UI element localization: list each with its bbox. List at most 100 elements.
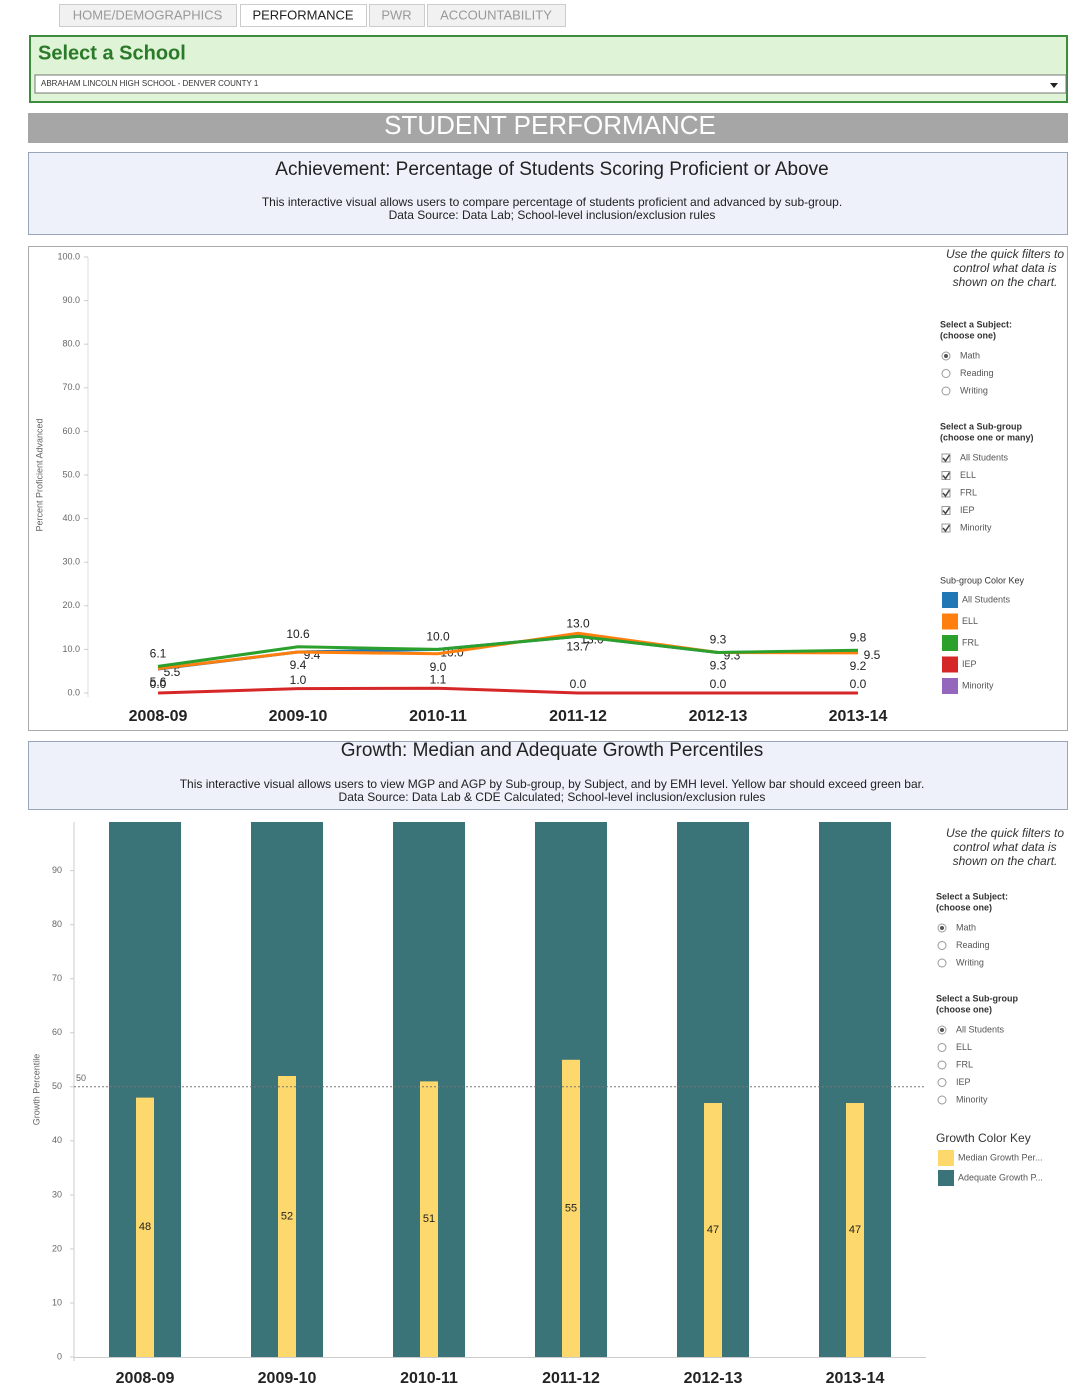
- data-label: 55: [565, 1202, 577, 1214]
- radio[interactable]: [937, 1043, 947, 1052]
- filter-option[interactable]: FRL: [960, 487, 977, 497]
- chart-title: Growth: Median and Adequate Growth Perce…: [341, 740, 763, 761]
- data-label: 0.0: [570, 677, 587, 691]
- checkmark[interactable]: [942, 489, 951, 498]
- filter-option[interactable]: ELL: [960, 470, 976, 480]
- radio-dot[interactable]: [940, 1028, 944, 1032]
- y-tick-label: 30: [52, 1189, 62, 1199]
- radio[interactable]: [937, 941, 947, 950]
- legend-label: All Students: [962, 594, 1011, 604]
- data-label: 9.0: [430, 660, 447, 674]
- filter-option[interactable]: ELL: [956, 1042, 972, 1052]
- y-tick-label: 40.0: [62, 513, 80, 523]
- radio[interactable]: [941, 369, 951, 378]
- y-tick-label: 90: [52, 865, 62, 875]
- bar: [420, 1081, 438, 1357]
- legend-swatch: [942, 592, 958, 608]
- legend-swatch: [938, 1170, 954, 1186]
- legend-title: Sub-group Color Key: [940, 575, 1025, 585]
- radio-dot[interactable]: [940, 926, 944, 930]
- legend-label: Median Growth Per...: [958, 1152, 1043, 1162]
- data-label: 9.4: [290, 658, 307, 672]
- legend-swatch: [942, 635, 958, 651]
- y-tick-label: 100.0: [57, 251, 80, 261]
- tab-label[interactable]: ACCOUNTABILITY: [440, 7, 552, 22]
- checkmark[interactable]: [942, 454, 951, 463]
- data-label: 13.7: [566, 639, 590, 653]
- radio[interactable]: [941, 386, 951, 396]
- tab[interactable]: [427, 4, 566, 27]
- filter-note: Use the quick filters to: [946, 826, 1064, 840]
- legend-swatch: [938, 1150, 954, 1166]
- checkmark[interactable]: [942, 524, 951, 533]
- filter-option[interactable]: All Students: [960, 452, 1009, 462]
- filter-option[interactable]: IEP: [956, 1077, 971, 1087]
- data-label: 9.3: [710, 633, 727, 647]
- data-label: 9.3: [710, 659, 727, 673]
- radio[interactable]: [937, 958, 947, 968]
- tab-label[interactable]: PWR: [381, 7, 411, 22]
- tab-label[interactable]: HOME/DEMOGRAPHICS: [73, 7, 223, 22]
- checkbox[interactable]: [941, 523, 951, 533]
- legend-label: Adequate Growth P...: [958, 1172, 1043, 1182]
- x-tick-label: 2012-13: [684, 1370, 743, 1387]
- y-tick-label: 30.0: [62, 557, 80, 567]
- radio[interactable]: [937, 1078, 947, 1087]
- checkbox[interactable]: [941, 453, 951, 463]
- data-label: 10.6: [286, 627, 310, 641]
- filter-option[interactable]: Math: [956, 922, 976, 932]
- filter-option[interactable]: Math: [960, 350, 980, 360]
- y-tick-label: 40: [52, 1135, 62, 1145]
- data-label: 47: [707, 1224, 719, 1236]
- data-label: 13.0: [566, 616, 590, 630]
- filter-title: (choose one): [936, 1004, 992, 1014]
- x-tick-label: 2010-11: [400, 1370, 458, 1387]
- filter-title: (choose one): [940, 330, 996, 340]
- school-value[interactable]: ABRAHAM LINCOLN HIGH SCHOOL - DENVER COU…: [41, 79, 259, 88]
- y-tick-label: 10.0: [62, 644, 80, 654]
- growth-header: [28, 741, 1068, 810]
- bar: [704, 1103, 722, 1357]
- tab[interactable]: [369, 4, 425, 27]
- legend-swatch: [942, 678, 958, 694]
- legend-label: IEP: [962, 659, 977, 669]
- checkbox[interactable]: [941, 471, 951, 480]
- checkbox[interactable]: [941, 488, 951, 498]
- radio[interactable]: [937, 1095, 947, 1105]
- legend-swatch: [942, 613, 958, 630]
- reference-label: 50: [76, 1073, 86, 1083]
- y-tick-label: 20: [52, 1243, 62, 1253]
- filter-option[interactable]: Minority: [960, 522, 992, 532]
- school-dropdown[interactable]: [34, 74, 1067, 94]
- chart-subtitle: Data Source: Data Lab; School-level incl…: [389, 208, 716, 222]
- dropdown-arrow[interactable]: [1050, 83, 1058, 88]
- filter-option[interactable]: Minority: [956, 1094, 988, 1104]
- checkmark[interactable]: [942, 507, 951, 515]
- data-label: 9.8: [850, 630, 867, 644]
- y-tick-label: 90.0: [62, 295, 80, 305]
- radio-dot[interactable]: [944, 354, 948, 358]
- legend-swatch: [942, 656, 958, 673]
- filter-option[interactable]: All Students: [956, 1024, 1005, 1034]
- filter-option[interactable]: IEP: [960, 505, 975, 515]
- data-label: 1.1: [430, 672, 447, 686]
- filter-option[interactable]: FRL: [956, 1059, 973, 1069]
- checkbox[interactable]: [941, 506, 951, 515]
- data-label: 10.0: [426, 630, 450, 644]
- banner-text: STUDENT PERFORMANCE: [384, 110, 716, 140]
- data-label: 9.5: [864, 648, 881, 662]
- data-label: 0.0: [710, 677, 727, 691]
- data-label: 47: [849, 1224, 861, 1236]
- tab[interactable]: [59, 4, 237, 27]
- checkmark[interactable]: [942, 472, 951, 480]
- radio[interactable]: [937, 1060, 947, 1070]
- filter-option[interactable]: Reading: [960, 368, 994, 378]
- x-tick-label: 2011-12: [542, 1370, 600, 1387]
- filter-option[interactable]: Writing: [960, 385, 988, 395]
- filter-option[interactable]: Writing: [956, 957, 984, 967]
- tab-label[interactable]: PERFORMANCE: [252, 7, 353, 22]
- filter-title: (choose one): [936, 902, 992, 912]
- filter-option[interactable]: Reading: [956, 940, 990, 950]
- tab[interactable]: [240, 4, 367, 27]
- data-label: 52: [281, 1210, 293, 1222]
